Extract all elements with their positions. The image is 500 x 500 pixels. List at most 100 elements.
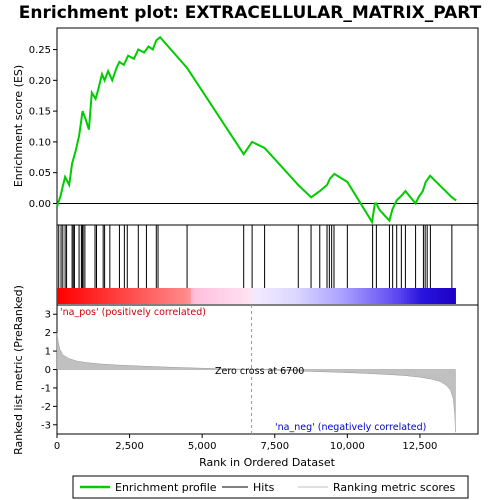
rank-bar-segment [96,288,101,304]
legend-label: Ranking metric scores [333,481,455,494]
es-panel-frame [56,27,479,226]
metric-y-axis-label: Ranked list metric (PreRanked) [12,285,25,455]
rank-bar-segment [241,288,246,304]
rank-bar-segment [338,288,343,304]
rank-bar-segment [418,288,422,304]
metric-y-tick-label: -1 [41,383,51,394]
rank-bar-segment [304,288,308,304]
rank-bar-segment [443,288,448,304]
rank-bar-segment [247,288,252,304]
rank-bar-segment [125,288,129,304]
rank-bar-segment [145,288,149,304]
rank-bar-segment [387,288,391,304]
rank-bar-segment [446,288,451,304]
rank-bar-segment [136,288,141,304]
rank-bar-segment [395,288,400,304]
zero-cross-label: Zero cross at 6700 [215,366,304,377]
metric-y-tick-label: 1 [45,347,51,358]
rank-bar-segment [88,288,92,304]
rank-bar-segment [372,288,377,304]
chart-title: Enrichment plot: EXTRACELLULAR_MATRIX_PA… [19,3,482,23]
rank-bar-segment [441,288,445,304]
rank-color-bar [57,288,456,304]
es-y-tick-label: 0.00 [29,199,51,210]
rank-bar-segment [259,288,263,304]
rank-bar-segment [82,288,87,304]
rank-bar-segment [426,288,431,304]
rank-bar-segment [256,288,260,304]
rank-bar-segment [318,288,323,304]
rank-bar-segment [185,288,189,304]
rank-bar-segment [244,288,249,304]
rank-bar-segment [224,288,229,304]
rank-bar-segment [71,288,75,304]
rank-bar-segment [375,288,380,304]
hit-markers [58,225,453,288]
rank-bar-segment [392,288,397,304]
rank-bar-segment [153,288,158,304]
rank-bar-segment [239,288,243,304]
rank-bar-segment [128,288,132,304]
rank-bar-segment [102,288,106,304]
es-y-tick-label: 0.25 [29,45,51,56]
rank-bar-segment [207,288,212,304]
rank-bar-segment [253,288,257,304]
rank-bar-segment [108,288,112,304]
es-y-tick-label: 0.10 [29,137,51,148]
rank-bar-segment [176,288,180,304]
rank-bar-segment [130,288,135,304]
x-tick-label: 2,500 [115,441,144,452]
es-y-tick-label: 0.15 [29,107,51,118]
rank-bar-segment [182,288,186,304]
rank-bar-segment [278,288,283,304]
rank-bar-segment [276,288,280,304]
rank-bar-segment [287,288,291,304]
rank-bar-segment [173,288,178,304]
rank-bar-segment [369,288,374,304]
metric-y-tick-label: -2 [41,402,51,413]
rank-bar-segment [150,288,155,304]
rank-bar-segment [290,288,294,304]
rank-bar-segment [424,288,428,304]
rank-bar-segment [267,288,272,304]
rank-bar-segment [327,288,331,304]
rank-bar-segment [202,288,206,304]
rank-bar-segment [139,288,143,304]
rank-bar-segment [367,288,371,304]
rank-bar-segment [421,288,425,304]
rank-bar-segment [438,288,442,304]
rank-bar-segment [230,288,235,304]
rank-bar-segment [193,288,198,304]
rank-bar-segment [210,288,215,304]
rank-bar-segment [389,288,394,304]
rank-bar-segment [261,288,266,304]
rank-bar-segment [347,288,351,304]
rank-bar-segment [74,288,78,304]
rank-bar-segment [361,288,365,304]
rank-bar-segment [122,288,126,304]
rank-bar-segment [187,288,192,304]
rank-bar-segment [378,288,382,304]
na-neg-label: 'na_neg' (negatively correlated) [275,422,426,433]
metric-y-tick-label: 3 [45,310,51,321]
rank-bar-segment [179,288,183,304]
rank-bar-segment [449,288,454,304]
rank-bar-segment [99,288,104,304]
x-axis-label: Rank in Ordered Dataset [199,456,336,469]
rank-bar-segment [148,288,152,304]
rank-bar-segment [352,288,357,304]
rank-bar-segment [452,288,456,304]
rank-bar-segment [313,288,317,304]
metric-y-tick-label: 0 [45,365,51,376]
rank-bar-segment [62,288,67,304]
rank-bar-segment [204,288,209,304]
metric-y-axis: -3 -2 -1 0 1 2 3 [41,310,57,431]
rank-bar-segment [381,288,385,304]
rank-bar-segment [330,288,334,304]
rank-bar-segment [76,288,81,304]
rank-bar-segment [196,288,200,304]
rank-bar-segment [142,288,146,304]
rank-bar-segment [165,288,169,304]
rank-bar-segment [264,288,269,304]
rank-bar-segment [133,288,138,304]
